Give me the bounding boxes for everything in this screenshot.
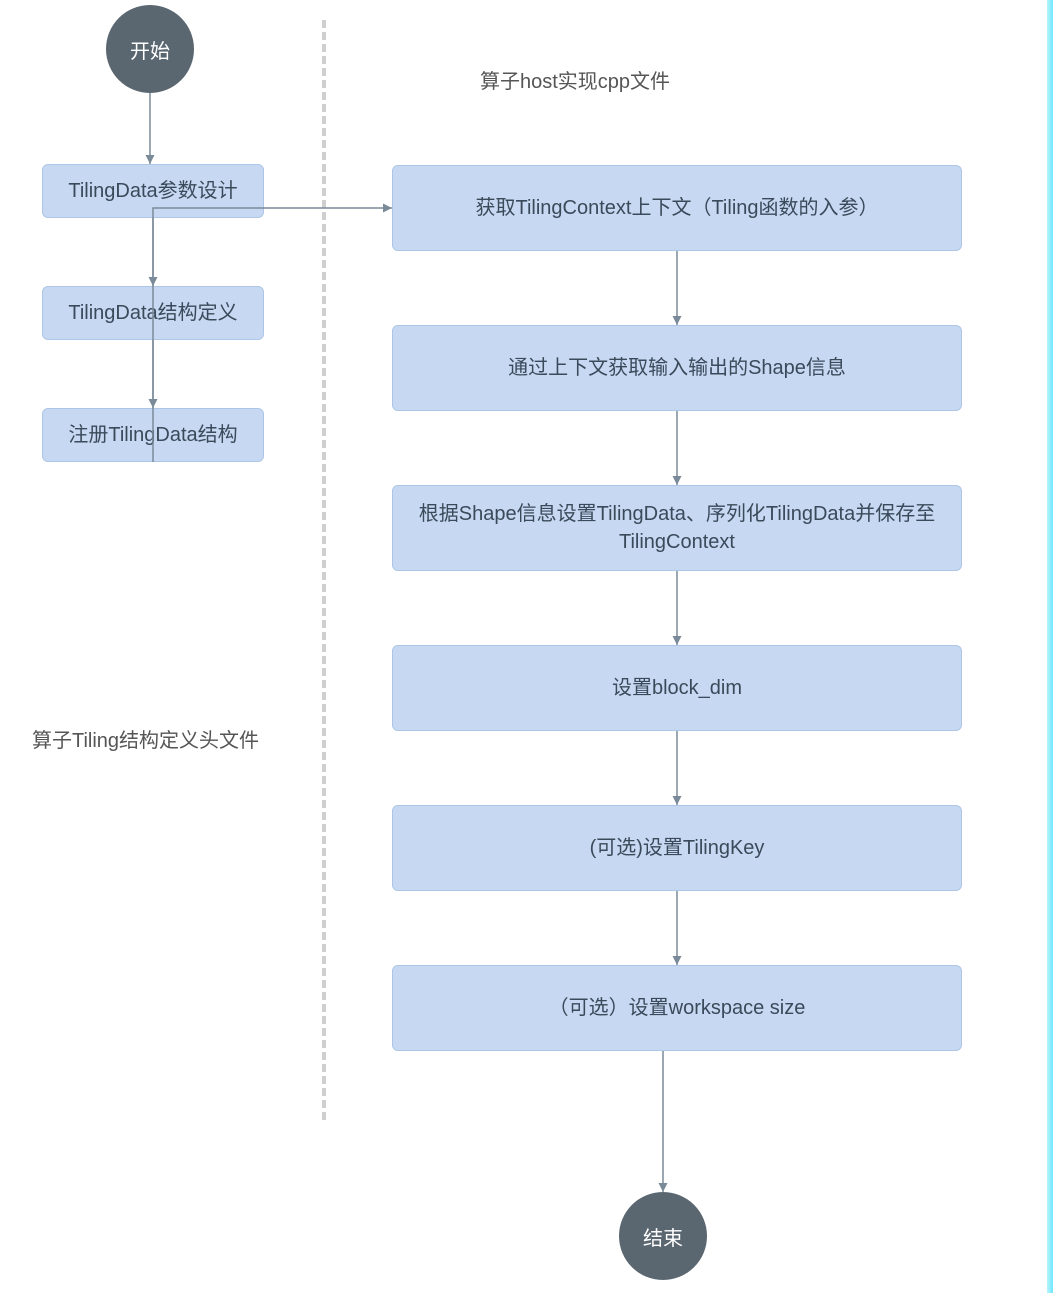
left-node-3: 注册TilingData结构 <box>42 408 264 462</box>
left-node-2: TilingData结构定义 <box>42 286 264 340</box>
left-section-title: 算子Tiling结构定义头文件 <box>32 727 259 755</box>
right-node-5: (可选)设置TilingKey <box>392 805 962 891</box>
terminal-start: 开始 <box>106 5 194 93</box>
terminal-end: 结束 <box>619 1192 707 1280</box>
right-gradient-edge <box>1047 0 1053 1293</box>
right-node-4: 设置block_dim <box>392 645 962 731</box>
right-section-title: 算子host实现cpp文件 <box>480 68 670 96</box>
terminal-end-label: 结束 <box>643 1222 683 1251</box>
vertical-divider <box>322 20 326 1120</box>
terminal-start-label: 开始 <box>130 35 170 64</box>
right-node-6: （可选）设置workspace size <box>392 965 962 1051</box>
right-node-2: 通过上下文获取输入输出的Shape信息 <box>392 325 962 411</box>
left-node-1: TilingData参数设计 <box>42 164 264 218</box>
flowchart-canvas: 开始 结束 算子Tiling结构定义头文件 算子host实现cpp文件 Tili… <box>0 0 1053 1293</box>
right-node-3: 根据Shape信息设置TilingData、序列化TilingData并保存至T… <box>392 485 962 571</box>
right-node-1: 获取TilingContext上下文（Tiling函数的入参） <box>392 165 962 251</box>
